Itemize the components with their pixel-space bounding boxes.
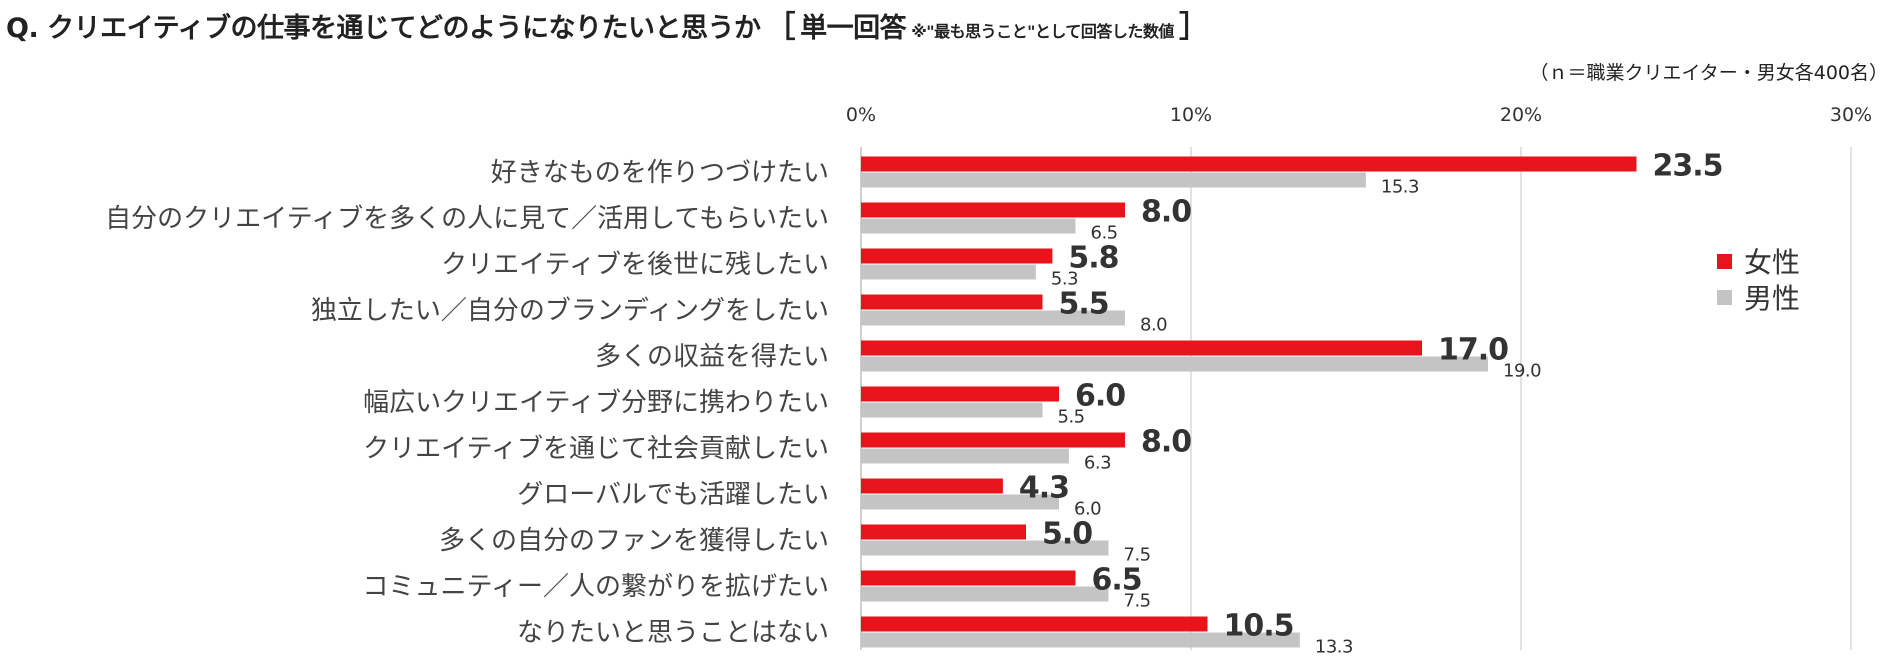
data-label-female: 10.5	[1224, 609, 1294, 644]
x-tick-label: 30%	[1830, 104, 1872, 126]
title-note: ※"最も思うこと"として回答した数値	[911, 22, 1174, 41]
bar-female	[861, 616, 1208, 632]
category-label: 自分のクリエイティブを多くの人に見て／活用してもらいたい	[105, 204, 829, 234]
data-label-male: 13.3	[1315, 637, 1353, 656]
data-label-female: 5.0	[1042, 517, 1092, 552]
bar-male	[861, 264, 1036, 280]
category-label: グローバルでも活躍したい	[517, 480, 829, 510]
data-label-male: 6.3	[1084, 453, 1111, 474]
category-label: クリエイティブを通じて社会貢献したい	[363, 434, 829, 464]
legend-item-female: 女性	[1717, 243, 1800, 279]
data-label-female: 23.5	[1653, 149, 1723, 184]
legend-label-female: 女性	[1744, 246, 1801, 279]
category-label: 好きなものを作りつづけたい	[491, 158, 829, 188]
legend-label-male: 男性	[1744, 282, 1801, 315]
data-label-female: 4.3	[1019, 471, 1069, 506]
bar-male	[861, 218, 1076, 234]
data-label-male: 15.3	[1381, 177, 1419, 198]
chart-legend: 女性 男性	[1717, 243, 1800, 315]
category-label: 多くの自分のファンを獲得したい	[439, 526, 829, 556]
bar-male	[861, 356, 1488, 372]
category-label: クリエイティブを後世に残したい	[441, 250, 829, 280]
data-label-female: 5.5	[1059, 287, 1109, 322]
bar-female	[861, 248, 1053, 264]
data-label-female: 5.8	[1068, 241, 1118, 276]
data-label-female: 17.0	[1438, 333, 1508, 368]
data-label-male: 6.5	[1091, 223, 1118, 244]
data-label-male: 7.5	[1124, 545, 1151, 566]
legend-item-male: 男性	[1717, 279, 1800, 315]
data-label-female: 8.0	[1141, 425, 1191, 460]
bar-male	[861, 632, 1300, 648]
bar-female	[861, 524, 1026, 540]
category-label: 幅広いクリエイティブ分野に携わりたい	[363, 388, 829, 418]
bar-male	[861, 172, 1366, 188]
bar-female	[861, 386, 1059, 402]
bar-male	[861, 586, 1109, 602]
x-tick-label: 20%	[1500, 104, 1542, 126]
data-label-male: 5.3	[1051, 269, 1078, 290]
category-label: 多くの収益を得たい	[595, 342, 829, 372]
title-answer-type: 単一回答	[800, 13, 907, 44]
bar-male	[861, 448, 1069, 464]
bar-female	[861, 202, 1125, 218]
x-tick-label: 0%	[846, 104, 876, 126]
bar-male	[861, 540, 1109, 556]
data-label-female: 8.0	[1141, 195, 1191, 230]
data-label-male: 5.5	[1058, 407, 1085, 428]
title-bracket-close: ］	[1179, 10, 1209, 45]
legend-swatch-male	[1717, 289, 1732, 305]
bar-female	[861, 294, 1043, 310]
data-label-male: 6.0	[1074, 499, 1101, 520]
bar-male	[861, 402, 1043, 418]
category-label: 独立したい／自分のブランディングをしたい	[311, 296, 829, 326]
bar-female	[861, 156, 1637, 172]
legend-swatch-female	[1717, 253, 1732, 269]
bar-female	[861, 432, 1125, 448]
x-tick-label: 10%	[1170, 104, 1212, 126]
bar-female	[861, 478, 1003, 494]
category-label: なりたいと思うことはない	[517, 618, 829, 648]
bar-male	[861, 310, 1125, 326]
title-question: Q. クリエイティブの仕事を通じてどのようになりたいと思うか	[6, 13, 761, 44]
data-label-male: 7.5	[1124, 591, 1151, 612]
bar-female	[861, 340, 1422, 356]
data-label-female: 6.0	[1075, 379, 1125, 414]
data-label-female: 6.5	[1092, 563, 1142, 598]
sample-size-note: （ｎ＝職業クリエイター・男女各400名）	[1529, 62, 1888, 84]
title-bracket-open: ［	[765, 10, 796, 45]
data-label-male: 8.0	[1140, 315, 1167, 336]
bar-male	[861, 494, 1059, 510]
bar-female	[861, 570, 1076, 586]
category-label: コミュニティー／人の繋がりを拡げたい	[363, 572, 829, 602]
data-label-male: 19.0	[1503, 361, 1541, 382]
chart-title: Q. クリエイティブの仕事を通じてどのようになりたいと思うか ［ 単一回答 ※"…	[6, 2, 1209, 48]
